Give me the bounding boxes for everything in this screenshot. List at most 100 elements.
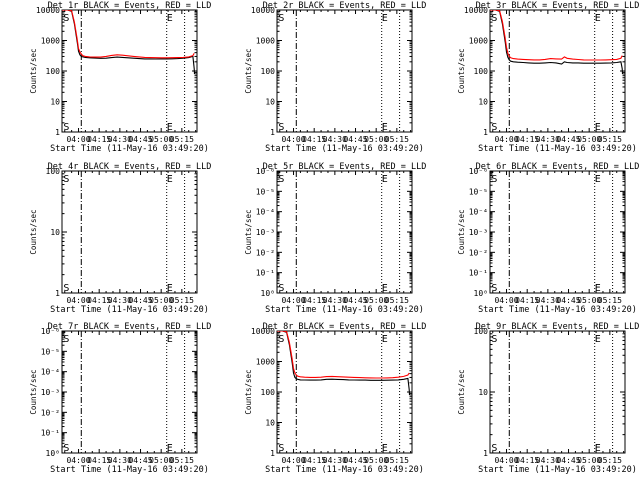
x-tick-label: 04:45 <box>343 456 367 465</box>
x-tick-label: 04:15 <box>87 135 111 144</box>
y-tick-label: 10⁻⁶ <box>41 327 60 336</box>
x-tick-label: 04:00 <box>281 456 305 465</box>
plot-frame <box>489 170 626 294</box>
y-tick-label: 10 <box>478 98 488 107</box>
start-marker-top: S <box>278 334 284 345</box>
x-tick-label: 04:15 <box>302 456 326 465</box>
x-tick-label: 04:30 <box>323 296 347 305</box>
y-axis-label: Counts/sec <box>457 209 466 254</box>
y-tick-label: 10⁻¹ <box>41 429 60 438</box>
chart-title: Det 9r BLACK = Events, RED = LLD <box>476 322 640 332</box>
y-tick-label: 10⁻⁵ <box>256 187 275 196</box>
start-marker-bottom: S <box>278 443 284 454</box>
y-tick-label: 10 <box>50 228 60 237</box>
y-tick-label: 1 <box>483 449 488 458</box>
end-marker-bottom: E <box>595 283 601 294</box>
y-tick-label: 10000 <box>36 6 60 15</box>
y-tick-label: 10⁻¹ <box>469 269 488 278</box>
detector-panel-9: Det 9r BLACK = Events, RED = LLD Start Ti… <box>457 322 639 475</box>
y-tick-label: 10⁰ <box>261 289 275 298</box>
x-tick-label: 04:15 <box>87 296 111 305</box>
x-tick-label: 04:15 <box>515 296 539 305</box>
x-axis-label: Start Time (11-May-16 03:49:20) <box>50 465 209 475</box>
x-tick-label: 05:15 <box>170 456 194 465</box>
x-tick-label: 04:15 <box>87 456 111 465</box>
y-tick-label: 10⁻³ <box>41 388 60 397</box>
y-axis-label: Counts/sec <box>457 369 466 414</box>
end-marker-top: E <box>382 13 388 24</box>
x-tick-label: 04:00 <box>281 135 305 144</box>
x-tick-label: 05:00 <box>364 456 388 465</box>
start-marker-bottom: S <box>491 122 497 133</box>
plot-frame <box>61 9 198 133</box>
events-rate-line <box>62 10 196 75</box>
plot-frame <box>61 170 198 294</box>
start-marker-bottom: S <box>63 122 69 133</box>
y-tick-label: 1000 <box>256 37 275 46</box>
chart-title: Det 7r BLACK = Events, RED = LLD <box>48 322 212 332</box>
y-tick-label: 10⁻⁶ <box>256 167 275 176</box>
end-marker-bottom: E <box>595 443 601 454</box>
x-tick-label: 04:45 <box>128 456 152 465</box>
x-tick-label: 05:00 <box>364 135 388 144</box>
start-marker-top: S <box>63 13 69 24</box>
y-tick-label: 10⁻³ <box>469 228 488 237</box>
y-tick-label: 10⁻⁴ <box>41 368 60 377</box>
y-tick-label: 10000 <box>464 6 488 15</box>
x-tick-label: 04:00 <box>66 135 90 144</box>
x-tick-label: 04:45 <box>556 135 580 144</box>
x-tick-label: 04:45 <box>128 296 152 305</box>
y-tick-label: 1 <box>483 128 488 137</box>
x-tick-label: 04:15 <box>302 135 326 144</box>
y-tick-label: 10⁻⁴ <box>256 208 275 217</box>
y-axis-label: Counts/sec <box>244 369 253 414</box>
y-tick-label: 10⁻² <box>256 248 275 257</box>
start-marker-top: S <box>278 174 284 185</box>
x-tick-label: 04:30 <box>323 456 347 465</box>
lld-rate-line <box>277 331 410 379</box>
x-tick-label: 05:00 <box>577 296 601 305</box>
end-marker-bottom: E <box>167 122 173 133</box>
y-tick-label: 10⁰ <box>474 289 488 298</box>
x-tick-label: 05:15 <box>385 135 409 144</box>
start-marker-bottom: S <box>63 283 69 294</box>
y-axis-label: Counts/sec <box>244 48 253 93</box>
y-tick-label: 10⁻¹ <box>256 269 275 278</box>
start-marker-bottom: S <box>491 283 497 294</box>
y-tick-label: 1 <box>55 128 60 137</box>
x-tick-label: 04:30 <box>536 456 560 465</box>
x-tick-label: 04:30 <box>108 456 132 465</box>
start-marker-top: S <box>491 13 497 24</box>
y-tick-label: 10⁻⁵ <box>41 347 60 356</box>
y-tick-label: 100 <box>46 167 61 176</box>
y-tick-label: 100 <box>46 67 61 76</box>
chart-title: Det 8r BLACK = Events, RED = LLD <box>263 322 427 332</box>
start-marker-bottom: S <box>63 443 69 454</box>
x-tick-label: 05:15 <box>385 296 409 305</box>
end-marker-bottom: E <box>167 283 173 294</box>
detector-panel-3: Det 3r BLACK = Events, RED = LLD Start Ti… <box>457 1 639 154</box>
x-tick-label: 05:00 <box>577 135 601 144</box>
x-tick-label: 05:15 <box>385 456 409 465</box>
chart-title: Det 6r BLACK = Events, RED = LLD <box>476 162 640 172</box>
chart-title: Det 1r BLACK = Events, RED = LLD <box>48 1 212 11</box>
y-tick-label: 100 <box>261 388 276 397</box>
x-tick-label: 05:15 <box>598 296 622 305</box>
y-tick-label: 10⁻⁵ <box>469 187 488 196</box>
x-tick-label: 04:45 <box>343 296 367 305</box>
x-tick-label: 04:15 <box>515 135 539 144</box>
plot-frame <box>276 330 413 454</box>
x-tick-label: 04:00 <box>281 296 305 305</box>
end-marker-top: E <box>595 13 601 24</box>
detector-panel-2: Det 2r BLACK = Events, RED = LLD Start Ti… <box>244 1 426 154</box>
x-axis-label: Start Time (11-May-16 03:49:20) <box>265 305 424 315</box>
lld-rate-line <box>62 10 195 59</box>
x-tick-label: 05:00 <box>149 135 173 144</box>
start-marker-bottom: S <box>491 443 497 454</box>
x-axis-label: Start Time (11-May-16 03:49:20) <box>265 465 424 475</box>
x-tick-label: 04:30 <box>536 296 560 305</box>
y-tick-label: 10⁻² <box>41 408 60 417</box>
detector-panel-6: Det 6r BLACK = Events, RED = LLD Start Ti… <box>457 162 639 315</box>
x-tick-label: 04:30 <box>108 296 132 305</box>
